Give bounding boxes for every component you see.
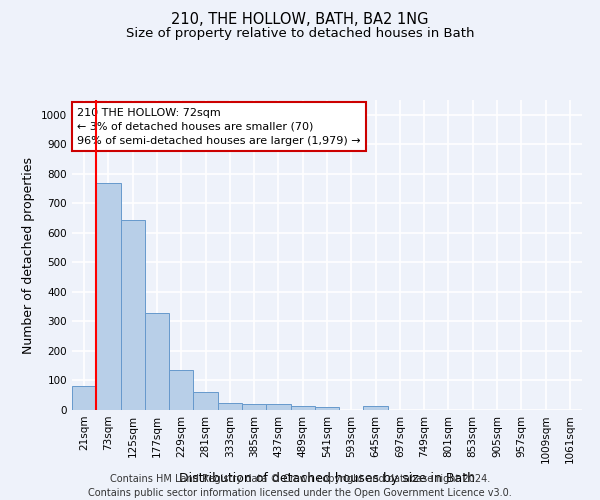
Bar xyxy=(145,312,169,410)
Bar xyxy=(218,402,242,410)
Text: Contains HM Land Registry data © Crown copyright and database right 2024.
Contai: Contains HM Land Registry data © Crown c… xyxy=(88,474,512,498)
Bar xyxy=(193,392,218,410)
Bar xyxy=(72,386,96,410)
Bar xyxy=(121,220,145,410)
Bar xyxy=(169,370,193,410)
Bar xyxy=(242,404,266,410)
Bar xyxy=(364,406,388,410)
X-axis label: Distribution of detached houses by size in Bath: Distribution of detached houses by size … xyxy=(179,472,475,485)
Bar xyxy=(266,404,290,410)
Bar xyxy=(290,406,315,410)
Text: 210 THE HOLLOW: 72sqm
← 3% of detached houses are smaller (70)
96% of semi-detac: 210 THE HOLLOW: 72sqm ← 3% of detached h… xyxy=(77,108,361,146)
Y-axis label: Number of detached properties: Number of detached properties xyxy=(22,156,35,354)
Bar xyxy=(96,182,121,410)
Text: Size of property relative to detached houses in Bath: Size of property relative to detached ho… xyxy=(126,28,474,40)
Text: 210, THE HOLLOW, BATH, BA2 1NG: 210, THE HOLLOW, BATH, BA2 1NG xyxy=(171,12,429,28)
Bar xyxy=(315,407,339,410)
